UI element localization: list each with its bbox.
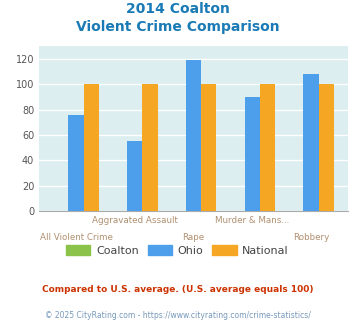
Bar bbox=[127, 141, 142, 211]
Bar bbox=[260, 84, 275, 211]
Text: Murder & Mans...: Murder & Mans... bbox=[215, 216, 289, 225]
Text: 2014 Coalton: 2014 Coalton bbox=[126, 2, 229, 16]
Legend: Coalton, Ohio, National: Coalton, Ohio, National bbox=[62, 241, 293, 260]
Text: All Violent Crime: All Violent Crime bbox=[39, 233, 113, 242]
Bar bbox=[69, 115, 84, 211]
Bar bbox=[245, 97, 260, 211]
Text: Robbery: Robbery bbox=[293, 233, 329, 242]
Text: Rape: Rape bbox=[182, 233, 204, 242]
Text: Violent Crime Comparison: Violent Crime Comparison bbox=[76, 20, 279, 34]
Bar bbox=[84, 84, 99, 211]
Bar bbox=[303, 74, 318, 211]
Text: Aggravated Assault: Aggravated Assault bbox=[92, 216, 178, 225]
Text: Compared to U.S. average. (U.S. average equals 100): Compared to U.S. average. (U.S. average … bbox=[42, 285, 313, 294]
Bar bbox=[186, 60, 201, 211]
Text: © 2025 CityRating.com - https://www.cityrating.com/crime-statistics/: © 2025 CityRating.com - https://www.city… bbox=[45, 311, 310, 320]
Bar bbox=[318, 84, 334, 211]
Bar bbox=[142, 84, 158, 211]
Bar bbox=[201, 84, 217, 211]
